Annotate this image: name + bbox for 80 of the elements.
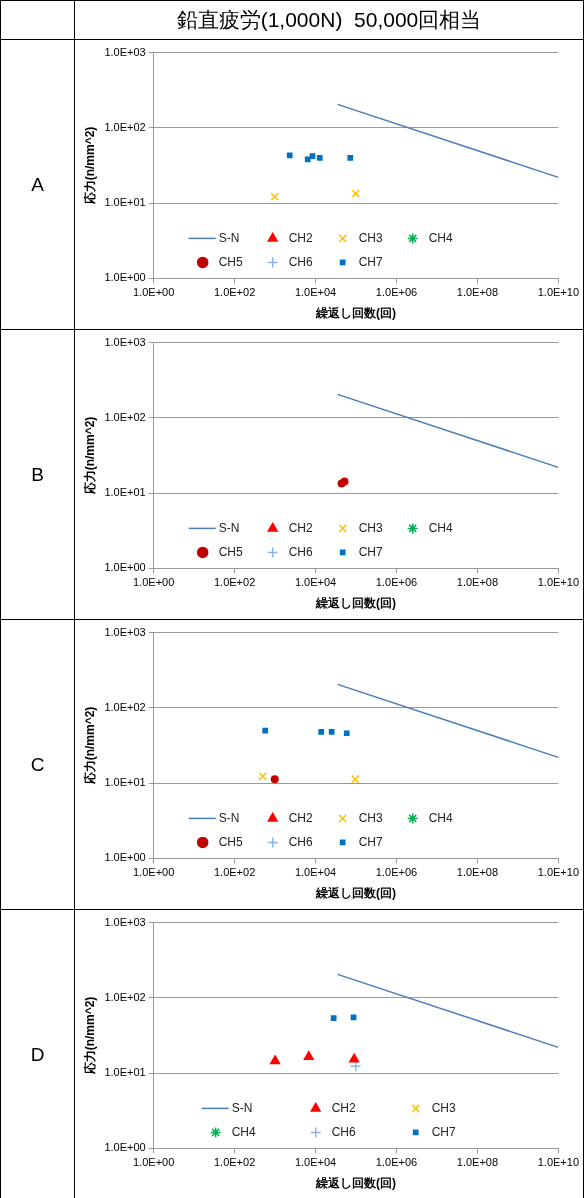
- x-tick-label: 1.0E+04: [294, 1156, 337, 1169]
- y-axis-title: 応力(n/mm^2): [82, 126, 97, 206]
- x-tick-label: 1.0E+02: [213, 1156, 256, 1169]
- text: C: [0, 620, 75, 910]
- text: D: [0, 910, 75, 1198]
- x-tick-label: 1.0E+02: [213, 576, 256, 589]
- text: B: [0, 330, 75, 620]
- x-tick-label: 1.0E+08: [456, 576, 499, 589]
- x-tick-label: 1.0E+00: [133, 286, 175, 299]
- legend-label: CH7: [358, 544, 384, 559]
- y-tick-label: 1.0E+00: [104, 1141, 146, 1154]
- legend-label: CH2: [288, 230, 314, 245]
- x-tick-label: 1.0E+04: [294, 286, 337, 299]
- x-tick-label: 1.0E+10: [537, 286, 579, 299]
- x-tick-label: 1.0E+06: [375, 866, 418, 879]
- legend-label: S-N: [231, 1100, 253, 1115]
- y-tick-label: 1.0E+02: [104, 990, 146, 1003]
- legend-label: CH7: [358, 834, 384, 849]
- x-tick-label: 1.0E+02: [213, 866, 256, 879]
- x-tick-label: 1.0E+00: [133, 576, 175, 589]
- legend-label: CH4: [428, 810, 454, 825]
- x-tick-label: 1.0E+08: [456, 866, 499, 879]
- y-tick-label: 1.0E+03: [104, 335, 146, 348]
- y-tick-label: 1.0E+02: [104, 410, 146, 423]
- x-axis-title: 繰返し回数(回): [315, 596, 397, 611]
- x-tick-label: 1.0E+10: [537, 866, 579, 879]
- legend-label: S-N: [218, 810, 240, 825]
- legend-label: CH4: [428, 520, 454, 535]
- x-tick-label: 1.0E+06: [375, 286, 418, 299]
- legend-label: CH5: [218, 544, 244, 559]
- legend-label: CH6: [288, 834, 314, 849]
- x-tick-label: 1.0E+06: [375, 576, 418, 589]
- legend-label: S-N: [218, 520, 240, 535]
- y-tick-label: 1.0E+00: [104, 851, 146, 864]
- legend-label: CH7: [431, 1124, 457, 1139]
- legend-label: CH6: [331, 1124, 357, 1139]
- x-tick-label: 1.0E+08: [456, 286, 499, 299]
- legend-label: CH5: [218, 834, 244, 849]
- x-tick-label: 1.0E+02: [213, 286, 256, 299]
- legend-label: CH6: [288, 254, 314, 269]
- x-axis-title: 繰返し回数(回): [315, 886, 397, 901]
- y-tick-label: 1.0E+01: [104, 1066, 146, 1079]
- y-tick-label: 1.0E+02: [104, 120, 146, 133]
- text: 鉛直疲労(1,000N) 50,000回相当: [75, 0, 584, 40]
- x-axis-title: 繰返し回数(回): [315, 1176, 397, 1191]
- x-tick-label: 1.0E+00: [133, 866, 175, 879]
- text: A: [0, 40, 75, 330]
- y-tick-label: 1.0E+03: [104, 625, 146, 638]
- y-tick-label: 1.0E+01: [104, 196, 146, 209]
- legend-label: CH3: [358, 520, 384, 535]
- y-axis-title: 応力(n/mm^2): [82, 416, 97, 496]
- y-tick-label: 1.0E+01: [104, 486, 146, 499]
- legend-label: CH4: [428, 230, 454, 245]
- x-tick-label: 1.0E+10: [537, 1156, 579, 1169]
- y-tick-label: 1.0E+01: [104, 776, 146, 789]
- legend-label: CH4: [231, 1124, 257, 1139]
- y-tick-label: 1.0E+00: [104, 271, 146, 284]
- y-tick-label: 1.0E+03: [104, 45, 146, 58]
- legend-label: S-N: [218, 230, 240, 245]
- x-tick-label: 1.0E+00: [133, 1156, 175, 1169]
- legend-label: CH2: [288, 520, 314, 535]
- legend-label: CH6: [288, 544, 314, 559]
- legend-label: CH5: [218, 254, 244, 269]
- y-tick-label: 1.0E+00: [104, 561, 146, 574]
- x-tick-label: 1.0E+04: [294, 866, 337, 879]
- legend-label: CH7: [358, 254, 384, 269]
- x-tick-label: 1.0E+06: [375, 1156, 418, 1169]
- legend-label: CH2: [288, 810, 314, 825]
- y-axis-title: 応力(n/mm^2): [82, 706, 97, 786]
- legend-label: CH2: [331, 1100, 357, 1115]
- x-axis-title: 繰返し回数(回): [315, 306, 397, 321]
- y-axis-title: 応力(n/mm^2): [82, 996, 97, 1076]
- legend-label: CH3: [358, 230, 384, 245]
- legend-label: CH3: [358, 810, 384, 825]
- x-tick-label: 1.0E+08: [456, 1156, 499, 1169]
- legend-label: CH3: [431, 1100, 457, 1115]
- y-tick-label: 1.0E+03: [104, 915, 146, 928]
- x-tick-label: 1.0E+10: [537, 576, 579, 589]
- x-tick-label: 1.0E+04: [294, 576, 337, 589]
- y-tick-label: 1.0E+02: [104, 700, 146, 713]
